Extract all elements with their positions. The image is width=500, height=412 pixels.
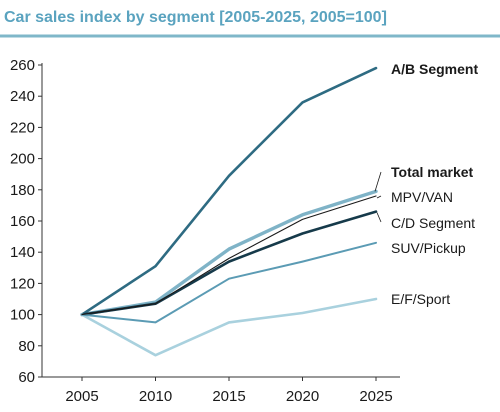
chart-title: Car sales index by segment [2005-2025, 2… [4,9,387,26]
y-tick-label: 60 [18,369,35,386]
series-line-a-b-segment [80,66,378,316]
series-label-c-d-segment: C/D Segment [391,215,475,231]
axes: 60 80 100 120 140 160 180 200 220 240 260 2005 2010 2… [10,57,400,405]
y-tick-label: 260 [10,57,35,74]
x-tick-label: 2020 [286,388,319,405]
x-tick-label: 2025 [359,388,392,405]
series-label-suv-pickup: SUV/Pickup [391,240,466,256]
series-line-e-f-sport [80,297,378,357]
x-tick-label: 2010 [139,388,172,405]
series-label-total-market: Total market [391,164,474,180]
label-leader-line [374,171,382,192]
y-tick-label: 100 [10,307,35,324]
x-tick-label: 2005 [65,388,98,405]
x-tick-label: 2015 [212,388,245,405]
series-line-mpv-van [81,195,377,316]
y-tick-label: 200 [10,151,35,168]
series-label-mpv-van: MPV/VAN [391,189,453,205]
series-labels: A/B Segment Total market MPV/VAN C/D Segmen… [374,61,478,307]
y-tick-label: 80 [18,338,35,355]
series-label-e-f-sport: E/F/Sport [391,291,450,307]
y-tick-label: 160 [10,213,35,230]
series-line-c-d-segment [80,210,378,316]
y-tick-label: 220 [10,119,35,136]
y-tick-label: 140 [10,244,35,261]
series-line-suv-pickup [81,241,377,324]
y-tick-label: 240 [10,88,35,105]
y-tick-label: 180 [10,182,35,199]
series-label-a-b-segment: A/B Segment [391,61,478,77]
y-tick-label: 120 [10,275,35,292]
series-lines [80,66,378,357]
label-leader-line [376,212,382,223]
label-leader-line [376,195,382,199]
